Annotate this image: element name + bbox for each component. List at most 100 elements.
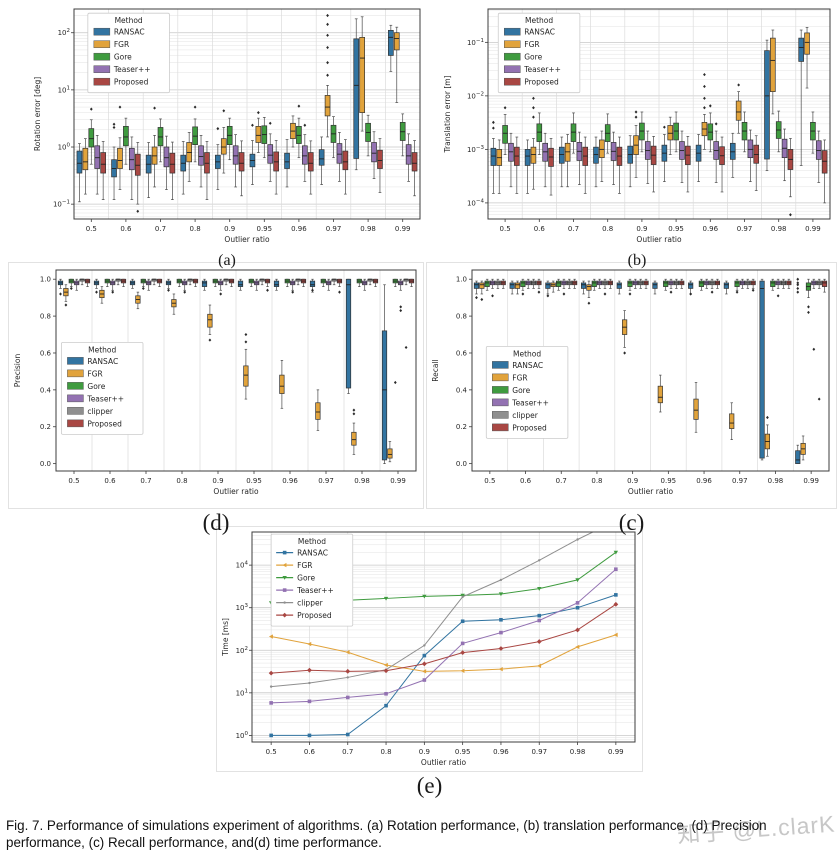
svg-text:0.99: 0.99 <box>395 225 411 233</box>
svg-text:0.8: 0.8 <box>40 313 51 321</box>
svg-text:RANSAC: RANSAC <box>87 357 118 366</box>
svg-text:0.5: 0.5 <box>500 225 511 233</box>
svg-text:Gore: Gore <box>114 53 132 62</box>
svg-text:0.5: 0.5 <box>266 748 277 756</box>
legend: Method RANSAC FGR Gore Teaser++ clipper Propos… <box>485 345 569 439</box>
svg-text:0.98: 0.98 <box>360 225 376 233</box>
svg-text:Gore: Gore <box>297 574 315 583</box>
svg-text:10−3: 10−3 <box>467 145 485 154</box>
series-Proposed <box>84 278 415 294</box>
svg-text:0.95: 0.95 <box>246 477 262 485</box>
series-Proposed <box>514 135 828 217</box>
panel-time: 100 101 102 103 104 0.5 0.6 0.7 0.8 0.9 0.95 0.96 0.… <box>216 526 643 772</box>
svg-text:0.6: 0.6 <box>520 477 532 485</box>
svg-text:Teaser++: Teaser++ <box>523 65 561 74</box>
svg-text:0.2: 0.2 <box>40 423 51 431</box>
svg-text:Proposed: Proposed <box>512 423 547 432</box>
axes-labels: 100 101 102 103 104 0.5 0.6 0.7 0.8 0.9 0.95 0.96 0.… <box>221 561 624 767</box>
svg-text:0.99: 0.99 <box>803 477 819 485</box>
series-clipper <box>269 532 595 688</box>
svg-text:0.6: 0.6 <box>40 349 52 357</box>
series-Teaser++ <box>489 278 817 351</box>
svg-text:101: 101 <box>236 688 248 697</box>
svg-text:0.8: 0.8 <box>602 225 613 233</box>
panel-translation-error: 10−4 10−3 10−2 10−1 0.5 0.6 0.7 0.8 0.9 0.95 0.96 0… <box>438 3 836 251</box>
svg-text:FGR: FGR <box>297 561 312 570</box>
panel-rotation-error: 10−1 100 101 102 0.5 0.6 0.7 0.8 0.9 0.95 0.96 0.97… <box>28 3 426 251</box>
svg-text:Proposed: Proposed <box>524 78 559 87</box>
series-Gore <box>502 104 816 155</box>
svg-text:FGR: FGR <box>87 369 102 378</box>
svg-text:0.7: 0.7 <box>140 477 151 485</box>
svg-text:0.7: 0.7 <box>155 225 166 233</box>
svg-text:102: 102 <box>58 28 70 37</box>
svg-text:0.0: 0.0 <box>40 460 51 468</box>
svg-text:101: 101 <box>58 85 70 94</box>
svg-text:0.8: 0.8 <box>591 477 602 485</box>
series-clipper <box>495 278 822 401</box>
svg-text:0.96: 0.96 <box>291 225 307 233</box>
svg-text:0.6: 0.6 <box>534 225 546 233</box>
legend: Method RANSAC FGR Gore Teaser++ Proposed <box>497 12 581 94</box>
svg-text:0.96: 0.96 <box>493 748 509 756</box>
svg-text:Outlier ratio: Outlier ratio <box>421 758 467 767</box>
panel-recall: 0.0 0.2 0.4 0.6 0.8 1.0 0.5 0.6 0.7 0.8 0.9 0.95 0.9… <box>426 262 837 509</box>
svg-text:Method: Method <box>513 349 541 358</box>
svg-text:10−4: 10−4 <box>467 198 485 207</box>
series-FGR <box>496 27 810 194</box>
svg-text:0.5: 0.5 <box>86 225 97 233</box>
axes-labels: 0.0 0.2 0.4 0.6 0.8 1.0 0.5 0.6 0.7 0.8 0.9 0.95 0.9… <box>431 276 819 496</box>
svg-text:RANSAC: RANSAC <box>512 361 543 370</box>
svg-text:Teaser++: Teaser++ <box>113 65 151 74</box>
svg-text:Outlier ratio: Outlier ratio <box>213 487 259 496</box>
series-Proposed <box>500 278 828 294</box>
svg-text:0.96: 0.96 <box>703 225 719 233</box>
svg-text:0.97: 0.97 <box>326 225 342 233</box>
svg-text:Time [ms]: Time [ms] <box>221 618 230 657</box>
svg-text:Method: Method <box>88 345 116 354</box>
svg-text:10−2: 10−2 <box>467 91 484 100</box>
svg-text:Gore: Gore <box>512 386 530 395</box>
svg-text:0.5: 0.5 <box>484 477 495 485</box>
panel-caption-b: (b) <box>627 252 647 269</box>
series-Gore <box>68 278 398 385</box>
svg-text:0.95: 0.95 <box>668 225 684 233</box>
svg-text:Method: Method <box>298 537 326 546</box>
svg-text:Method: Method <box>115 16 143 25</box>
svg-text:0.7: 0.7 <box>568 225 579 233</box>
svg-text:0.9: 0.9 <box>636 225 647 233</box>
axes-labels: 10−4 10−3 10−2 10−1 0.5 0.6 0.7 0.8 0.9 0.95 0.96 0… <box>443 38 821 244</box>
svg-text:0.9: 0.9 <box>212 477 223 485</box>
panel-precision: 0.0 0.2 0.4 0.6 0.8 1.0 0.5 0.6 0.7 0.8 0.9 0.95 0.9… <box>8 262 424 509</box>
svg-text:Method: Method <box>525 16 553 25</box>
svg-text:0.9: 0.9 <box>419 748 430 756</box>
svg-text:0.6: 0.6 <box>104 477 116 485</box>
series-Teaser++ <box>94 121 412 200</box>
svg-text:0.6: 0.6 <box>456 349 468 357</box>
series-layer <box>473 277 828 464</box>
svg-text:RANSAC: RANSAC <box>524 28 555 37</box>
svg-text:clipper: clipper <box>87 407 113 416</box>
legend: Method RANSAC FGR Gore Teaser++ clipper Propos… <box>61 341 144 435</box>
series-Gore <box>88 104 406 165</box>
svg-text:0.97: 0.97 <box>737 225 753 233</box>
svg-text:1.0: 1.0 <box>456 276 467 284</box>
series-layer <box>76 13 418 213</box>
svg-text:1.0: 1.0 <box>40 276 51 284</box>
series-FGR <box>268 632 618 674</box>
svg-text:0.7: 0.7 <box>342 748 353 756</box>
svg-text:0.6: 0.6 <box>304 748 316 756</box>
svg-text:0.8: 0.8 <box>380 748 391 756</box>
svg-text:103: 103 <box>236 603 249 612</box>
panel-caption-a: (a) <box>218 252 236 269</box>
svg-text:0.9: 0.9 <box>627 477 638 485</box>
svg-text:clipper: clipper <box>297 599 323 608</box>
svg-text:RANSAC: RANSAC <box>114 28 145 37</box>
svg-text:10−1: 10−1 <box>467 38 484 47</box>
series-RANSAC <box>57 278 388 464</box>
series-Teaser++ <box>508 122 822 188</box>
grid <box>91 270 381 471</box>
svg-text:0.8: 0.8 <box>176 477 187 485</box>
series-layer <box>490 27 828 217</box>
